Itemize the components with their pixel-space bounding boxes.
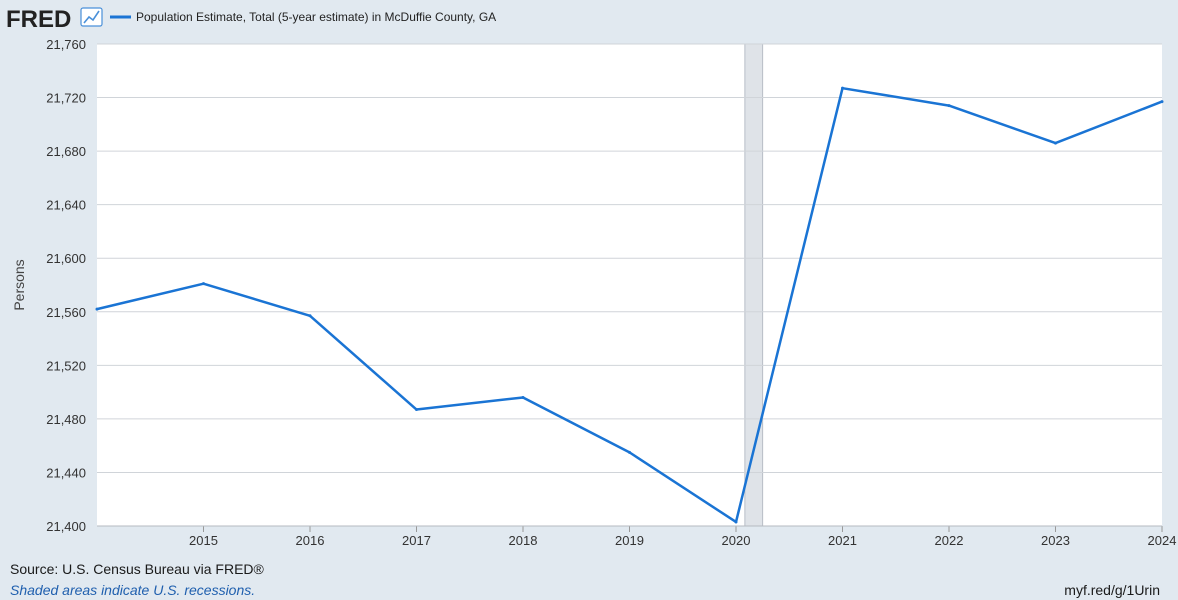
data-point[interactable] — [521, 395, 525, 399]
data-point[interactable] — [947, 104, 951, 108]
y-tick-label: 21,480 — [46, 412, 86, 427]
plot-area — [97, 44, 1162, 526]
data-point[interactable] — [202, 282, 205, 286]
x-tick-label: 2023 — [1041, 533, 1070, 548]
x-axis-ticks: 2015 2016 2017 2018 2019 2020 2021 2022 2023 2024 — [97, 525, 1177, 548]
data-point[interactable] — [734, 520, 738, 524]
x-tick-label: 2015 — [189, 533, 218, 548]
short-url-link[interactable]: myf.red/g/1Urin — [1064, 582, 1160, 598]
x-tick-label: 2020 — [722, 533, 751, 548]
data-point[interactable] — [415, 408, 418, 412]
grid-lines — [97, 43, 1162, 527]
x-tick-label: 2022 — [935, 533, 964, 548]
data-point[interactable] — [1160, 100, 1164, 104]
x-tick-label: 2021 — [828, 533, 857, 548]
y-tick-label: 21,720 — [46, 91, 86, 106]
y-tick-label: 21,680 — [46, 144, 86, 159]
y-tick-label: 21,400 — [46, 519, 86, 534]
data-point[interactable] — [308, 314, 312, 318]
recession-note: Shaded areas indicate U.S. recessions. — [10, 582, 256, 598]
x-tick-label: 2017 — [402, 533, 431, 548]
data-point[interactable] — [1054, 141, 1057, 145]
series-group — [95, 86, 1164, 524]
legend-label: Population Estimate, Total (5-year estim… — [136, 10, 496, 24]
y-axis-label: Persons — [11, 259, 27, 310]
y-tick-label: 21,440 — [46, 465, 86, 480]
y-axis-ticks: 21,400 21,440 21,480 21,520 21,560 21,600 21,6… — [46, 37, 86, 534]
x-tick-label: 2019 — [615, 533, 644, 548]
x-tick-label: 2016 — [296, 533, 325, 548]
trend-chart-icon — [80, 7, 103, 27]
x-tick-label: 2018 — [509, 533, 538, 548]
source-text: Source: U.S. Census Bureau via FRED® — [10, 561, 264, 577]
x-tick-label: 2024 — [1148, 533, 1177, 548]
data-point[interactable] — [841, 86, 844, 90]
data-point[interactable] — [628, 450, 631, 454]
y-tick-label: 21,520 — [46, 358, 86, 373]
y-tick-label: 21,600 — [46, 251, 86, 266]
y-tick-label: 21,560 — [46, 305, 86, 320]
y-tick-label: 21,640 — [46, 198, 86, 213]
y-tick-label: 21,760 — [46, 37, 86, 52]
data-point[interactable] — [95, 307, 99, 311]
fred-logo[interactable]: FRED — [6, 6, 71, 33]
